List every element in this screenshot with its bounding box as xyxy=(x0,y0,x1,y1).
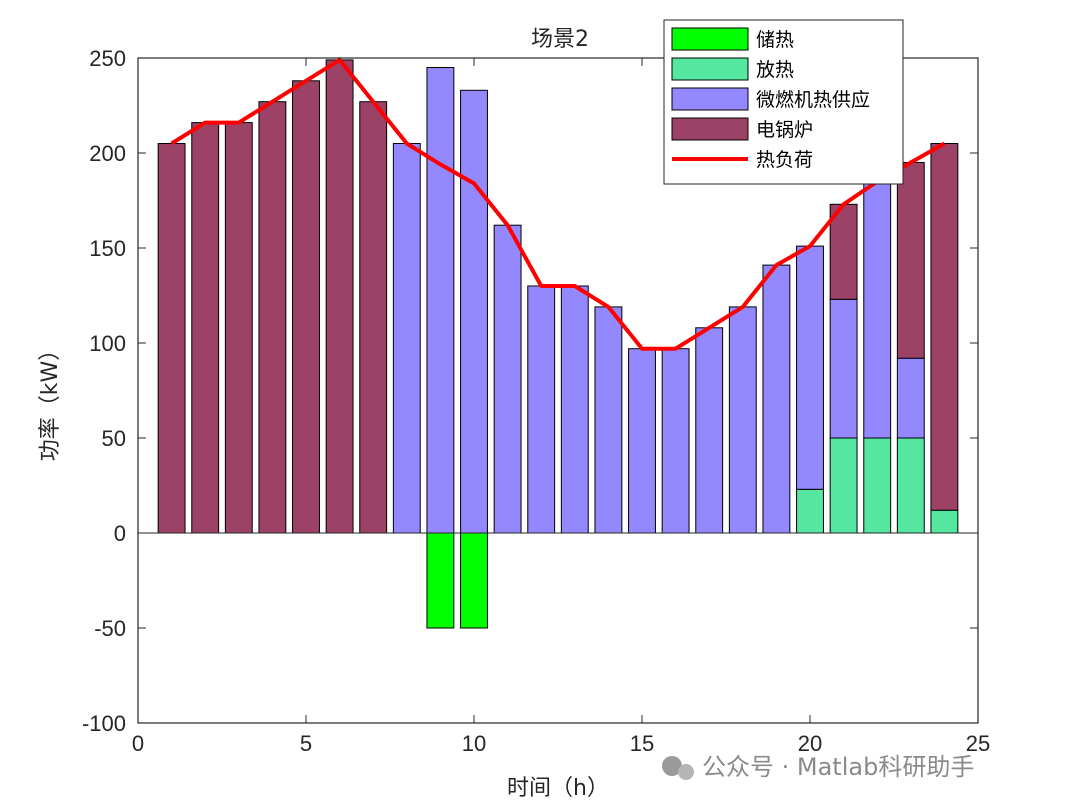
bar-t24-series-1 xyxy=(930,509,959,534)
bar-t21-series-3 xyxy=(829,203,858,300)
bar-t23-series-1 xyxy=(896,437,925,534)
bar-t13-series-2 xyxy=(560,285,589,534)
negative-bars-layer xyxy=(426,532,488,629)
bar-t21-series-1 xyxy=(829,437,858,534)
bar-t12-series-2 xyxy=(527,285,556,534)
x-axis-title: 时间（h） xyxy=(507,776,609,801)
bar-t3-series-3 xyxy=(224,122,253,534)
bar-t20-series-1 xyxy=(796,488,824,534)
y-axis-title: 功率（kW） xyxy=(38,339,63,462)
y-tick-label: 200 xyxy=(89,141,126,166)
bar-t22-series-1 xyxy=(863,437,892,534)
bar-t8-series-2 xyxy=(392,143,421,534)
y-tick-label: 150 xyxy=(89,236,126,261)
y-tick-label: 100 xyxy=(89,331,126,356)
bar-t5-series-3 xyxy=(292,80,320,534)
x-tick-label: 5 xyxy=(300,731,312,756)
bar-t19-series-2 xyxy=(762,264,791,534)
y-tick-label: 50 xyxy=(102,426,126,451)
x-tick-label: 0 xyxy=(132,731,144,756)
bar-t24-series-3 xyxy=(930,143,959,511)
bar-t23-series-2 xyxy=(896,357,925,439)
bar-t11-series-2 xyxy=(493,224,522,534)
heat-load-line xyxy=(170,57,946,351)
bar-t2-series-3 xyxy=(191,122,220,534)
bar-t18-series-2 xyxy=(728,306,757,534)
y-tick-label: 250 xyxy=(89,46,126,71)
legend-entry: 热负荷 xyxy=(756,149,813,171)
legend-swatch xyxy=(671,117,749,141)
bar-t9-series-0 xyxy=(426,532,455,629)
legend-entry: 放热 xyxy=(756,59,794,81)
y-tick-label: -50 xyxy=(94,616,126,641)
bar-t17-series-2 xyxy=(695,327,724,534)
bar-t23-series-3 xyxy=(896,162,925,359)
bar-t1-series-3 xyxy=(157,143,186,534)
bar-t21-series-2 xyxy=(829,298,858,439)
bar-t10-series-2 xyxy=(460,89,488,534)
x-tick-label: 20 xyxy=(798,731,822,756)
bar-t10-series-0 xyxy=(460,532,488,629)
y-tick-label: 0 xyxy=(114,521,126,546)
watermark-text: 公众号 · Matlab科研助手 xyxy=(702,753,974,781)
legend-entry: 微燃机热供应 xyxy=(756,89,870,111)
plot-area-border xyxy=(137,57,979,724)
x-tick-label: 15 xyxy=(630,731,654,756)
axis-ticks: 0 5 10 15 20 25 -100 -50 0 50 100 150 200 250 xyxy=(82,46,990,756)
bar-t7-series-3 xyxy=(359,101,388,534)
legend-swatch xyxy=(671,87,749,111)
bar-t15-series-2 xyxy=(628,348,656,534)
bar-t16-series-2 xyxy=(661,348,690,534)
chart-title: 场景2 xyxy=(531,27,589,52)
bar-t20-series-2 xyxy=(796,245,824,490)
bar-t22-series-2 xyxy=(863,181,892,439)
x-tick-label: 10 xyxy=(462,731,486,756)
legend-swatch xyxy=(671,27,749,51)
wechat-icon xyxy=(662,756,682,776)
bar-t6-series-3 xyxy=(325,59,354,534)
bar-t4-series-3 xyxy=(258,101,287,534)
bar-t9-series-2 xyxy=(426,67,455,534)
x-tick-label: 25 xyxy=(966,731,990,756)
y-tick-label: -100 xyxy=(82,711,126,736)
legend-entry: 电锅炉 xyxy=(756,119,813,141)
legend-entry: 储热 xyxy=(756,29,794,51)
legend-swatch xyxy=(671,57,749,81)
bar-t14-series-2 xyxy=(594,306,623,534)
watermark: 公众号 · Matlab科研助手 xyxy=(662,753,974,781)
bars-layer xyxy=(157,59,959,534)
